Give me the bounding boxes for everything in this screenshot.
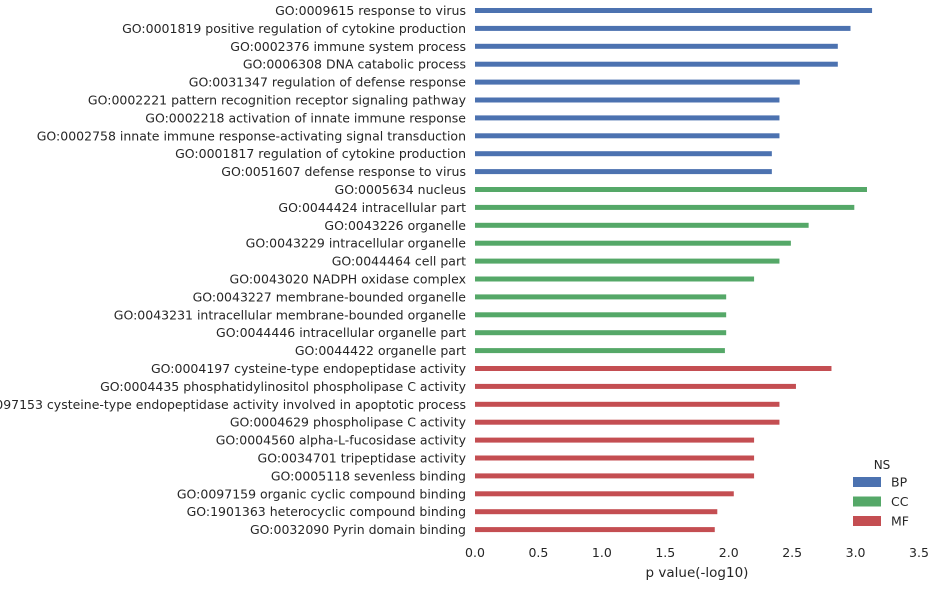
- category-label: GO:0043226 organelle: [324, 218, 466, 233]
- category-label: GO:0043229 intracellular organelle: [246, 236, 467, 251]
- category-label: GO:0097159 organic cyclic compound bindi…: [177, 486, 466, 501]
- category-label: GO:0097153 cysteine-type endopeptidase a…: [0, 397, 466, 412]
- bar-mf: [475, 437, 755, 443]
- category-label: GO:0009615 response to virus: [275, 3, 466, 18]
- category-label: GO:0034701 tripeptidase activity: [258, 451, 467, 466]
- category-label: GO:0002221 pattern recognition receptor …: [88, 93, 467, 108]
- x-tick-label: 3.5: [909, 545, 929, 560]
- x-axis-ticks: 0.0 0.5 1.0 1.5 2.0 2.5 3.0 3.5: [465, 545, 929, 560]
- category-label: GO:0043020 NADPH oxidase complex: [230, 272, 466, 287]
- x-tick-label: 3.0: [846, 545, 866, 560]
- bar-bp: [475, 97, 780, 103]
- legend-swatch-cc: [853, 496, 881, 507]
- bar-cc: [475, 258, 780, 264]
- legend-label: MF: [891, 514, 909, 529]
- bar-mf: [475, 491, 734, 497]
- category-label: GO:0004197 cysteine-type endopeptidase a…: [151, 361, 467, 376]
- category-label: GO:0004629 phospholipase C activity: [230, 415, 467, 430]
- category-label: GO:0044424 intracellular part: [278, 200, 466, 215]
- bar-mf: [475, 509, 718, 515]
- category-label: GO:0006308 DNA catabolic process: [243, 57, 466, 72]
- bar-mf: [475, 473, 755, 479]
- x-tick-label: 0.5: [528, 545, 548, 560]
- bar-bp: [475, 79, 800, 85]
- legend-swatch-bp: [853, 477, 881, 487]
- bar-cc: [475, 312, 727, 318]
- category-label: GO:0043231 intracellular membrane-bounde…: [114, 307, 467, 322]
- bar-bp: [475, 133, 780, 139]
- bar-mf: [475, 455, 755, 461]
- bars-layer: [475, 8, 873, 533]
- legend-label: BP: [891, 475, 908, 490]
- category-label: GO:0002758 innate immune response-activa…: [37, 128, 466, 143]
- category-label: GO:0005118 sevenless binding: [271, 468, 466, 483]
- category-label: GO:0051607 defense response to virus: [221, 164, 466, 179]
- bar-cc: [475, 222, 809, 228]
- bar-cc: [475, 330, 727, 336]
- x-tick-label: 2.5: [782, 545, 802, 560]
- legend: NS BP CC MF: [853, 458, 909, 529]
- category-label: GO:0044464 cell part: [332, 254, 466, 269]
- x-tick-label: 1.0: [592, 545, 612, 560]
- bar-cc: [475, 348, 725, 354]
- category-labels: GO:0009615 response to virus GO:0001819 p…: [0, 3, 467, 537]
- bar-cc: [475, 240, 791, 246]
- bar-cc: [475, 187, 867, 192]
- bar-mf: [475, 401, 780, 407]
- category-label: GO:0002218 activation of innate immune r…: [145, 110, 466, 125]
- category-label: GO:0004435 phosphatidylinositol phosphol…: [100, 379, 467, 394]
- category-label: GO:0005634 nucleus: [335, 182, 466, 197]
- bar-bp: [475, 61, 838, 67]
- bar-mf: [475, 527, 715, 533]
- bar-bp: [475, 25, 851, 31]
- bar-bp: [475, 169, 772, 175]
- category-label: GO:0001817 regulation of cytokine produc…: [175, 146, 466, 161]
- x-tick-label: 1.5: [655, 545, 675, 560]
- category-label: GO:1901363 heterocyclic compound binding: [187, 504, 466, 519]
- x-tick-label: 2.0: [719, 545, 739, 560]
- legend-swatch-mf: [853, 516, 881, 526]
- bar-mf: [475, 383, 796, 389]
- bar-mf: [475, 419, 780, 425]
- bar-bp: [475, 151, 772, 157]
- category-label: GO:0043227 membrane-bounded organelle: [193, 289, 467, 304]
- bar-cc: [475, 276, 755, 282]
- category-label: GO:0004560 alpha-L-fucosidase activity: [216, 433, 467, 448]
- bar-cc: [475, 294, 727, 300]
- category-label: GO:0044422 organelle part: [295, 343, 466, 358]
- x-axis-label: p value(-log10): [646, 565, 749, 581]
- category-label: GO:0032090 Pyrin domain binding: [250, 522, 466, 537]
- category-label: GO:0031347 regulation of defense respons…: [189, 75, 467, 90]
- category-label: GO:0002376 immune system process: [230, 39, 466, 54]
- category-label: GO:0044446 intracellular organelle part: [216, 325, 466, 340]
- bar-bp: [475, 8, 873, 13]
- legend-label: CC: [891, 494, 909, 509]
- bar-bp: [475, 115, 780, 121]
- category-label: GO:0001819 positive regulation of cytoki…: [122, 21, 466, 36]
- bar-cc: [475, 204, 855, 210]
- bar-mf: [475, 366, 832, 371]
- x-tick-label: 0.0: [465, 545, 485, 560]
- legend-title: NS: [874, 458, 891, 472]
- bar-bp: [475, 43, 838, 49]
